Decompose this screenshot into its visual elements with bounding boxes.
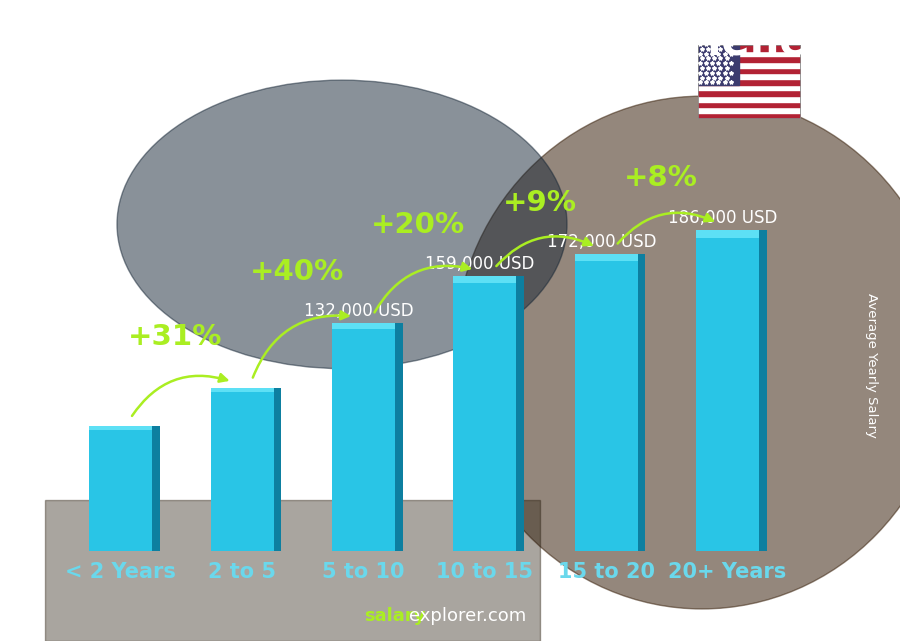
Text: Erlang Developer: Erlang Developer: [45, 74, 249, 97]
Text: 132,000 USD: 132,000 USD: [304, 302, 413, 320]
Bar: [332, 323, 395, 551]
Text: explorer.com: explorer.com: [410, 607, 526, 625]
Text: 186,000 USD: 186,000 USD: [668, 209, 778, 227]
Text: +40%: +40%: [249, 258, 344, 286]
Bar: [574, 254, 638, 262]
Bar: [698, 62, 801, 67]
Bar: [89, 426, 152, 429]
Bar: [45, 500, 540, 641]
Text: Salary Comparison By Experience: Salary Comparison By Experience: [45, 22, 832, 65]
Bar: [698, 67, 801, 73]
Bar: [395, 323, 402, 551]
Bar: [698, 90, 801, 96]
Bar: [574, 254, 638, 551]
Bar: [638, 254, 645, 551]
Text: +8%: +8%: [624, 165, 698, 192]
Bar: [698, 101, 801, 107]
Bar: [698, 113, 801, 119]
Bar: [698, 85, 801, 90]
Bar: [698, 45, 801, 51]
Text: 94,200 USD: 94,200 USD: [188, 367, 287, 385]
Bar: [759, 229, 767, 551]
Text: +9%: +9%: [502, 188, 576, 217]
Bar: [211, 388, 274, 392]
Text: 72,200 USD: 72,200 USD: [67, 406, 166, 424]
Bar: [517, 276, 524, 551]
Text: 172,000 USD: 172,000 USD: [546, 233, 656, 251]
Bar: [696, 229, 759, 551]
Bar: [89, 426, 152, 551]
Text: Average Yearly Salary: Average Yearly Salary: [865, 293, 878, 438]
Bar: [332, 323, 395, 329]
Bar: [698, 51, 801, 56]
Bar: [211, 388, 274, 551]
Bar: [454, 276, 517, 283]
Bar: [696, 229, 759, 238]
Text: +31%: +31%: [128, 323, 222, 351]
Bar: [698, 96, 801, 101]
Bar: [698, 45, 739, 85]
Ellipse shape: [454, 96, 900, 609]
Text: +20%: +20%: [371, 211, 465, 239]
Text: 159,000 USD: 159,000 USD: [425, 255, 535, 273]
Bar: [698, 79, 801, 85]
Bar: [274, 388, 281, 551]
Bar: [698, 73, 801, 79]
Text: salary: salary: [364, 607, 426, 625]
Ellipse shape: [117, 80, 567, 369]
Bar: [698, 56, 801, 62]
Bar: [152, 426, 160, 551]
Bar: [454, 276, 517, 551]
Bar: [698, 107, 801, 113]
